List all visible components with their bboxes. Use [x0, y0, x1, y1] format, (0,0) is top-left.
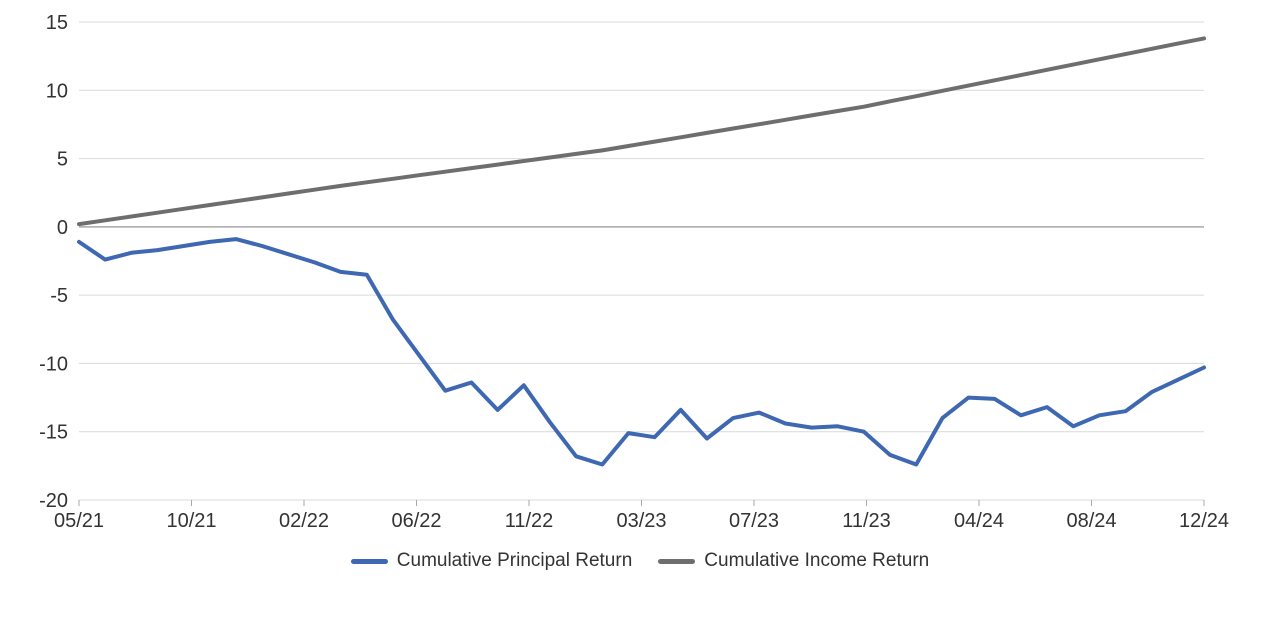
y-axis-tick-label: 0	[57, 217, 68, 239]
y-axis-tick-label: 15	[46, 12, 68, 34]
x-axis-tick-label: 05/21	[54, 510, 104, 532]
y-axis-tick-label: -5	[50, 285, 68, 307]
legend-item-income: Cumulative Income Return	[658, 550, 929, 572]
x-axis-tick-label: 03/23	[616, 510, 666, 532]
y-axis-tick-label: 5	[57, 149, 68, 171]
legend-line-marker-principal	[350, 558, 388, 564]
y-axis-tick-label: -20	[39, 490, 68, 512]
y-axis-tick-label: 10	[46, 80, 68, 102]
y-axis-tick-label: -15	[39, 422, 68, 444]
x-axis-tick-label: 08/24	[1066, 510, 1116, 532]
x-axis-tick-label: 02/22	[279, 510, 329, 532]
legend: Cumulative Principal Return Cumulative I…	[0, 550, 1280, 572]
y-axis-tick-label: -10	[39, 353, 68, 375]
legend-label-income: Cumulative Income Return	[704, 550, 930, 571]
x-axis-tick-label: 10/21	[166, 510, 216, 532]
series-line-principal	[77, 237, 1206, 467]
legend-line-marker-income	[658, 558, 696, 564]
x-axis-tick-label: 04/24	[954, 510, 1004, 532]
x-axis-tick-label: 12/24	[1179, 510, 1229, 532]
x-axis-tick-label: 07/23	[729, 510, 779, 532]
series-line-income	[77, 36, 1206, 227]
x-axis-tick-label: 11/22	[505, 510, 554, 532]
legend-label-principal: Cumulative Principal Return	[396, 550, 633, 571]
legend-item-principal: Cumulative Principal Return	[350, 550, 633, 572]
x-axis-tick-label: 11/23	[842, 510, 891, 532]
x-axis-tick-label: 06/22	[391, 510, 441, 532]
